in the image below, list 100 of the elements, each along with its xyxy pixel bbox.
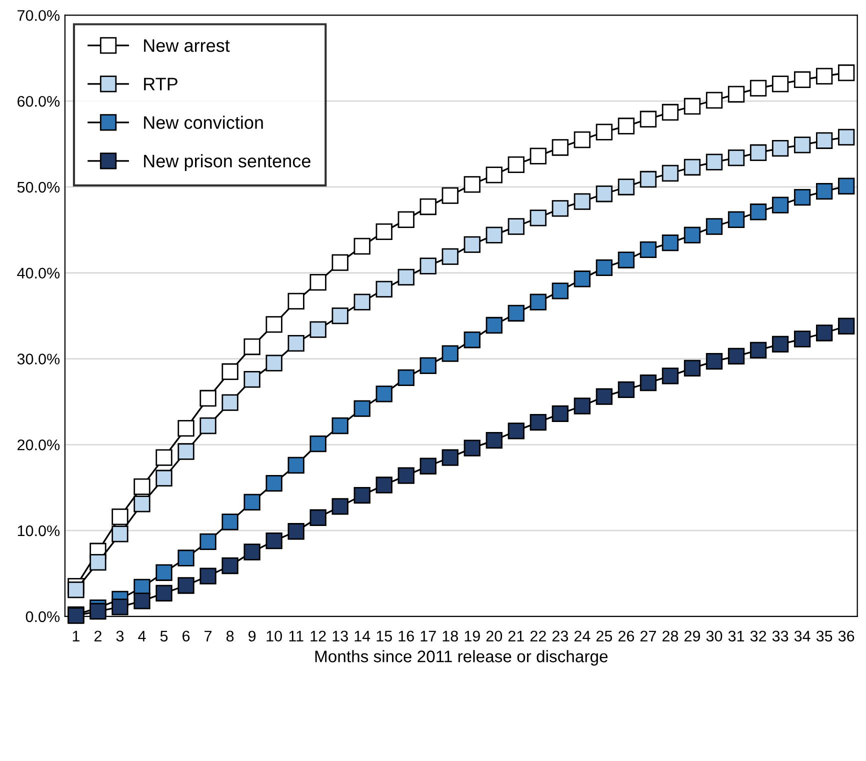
x-tick-label: 34 <box>794 630 810 642</box>
point <box>706 353 723 370</box>
point <box>420 458 436 474</box>
point <box>838 318 855 334</box>
x-tick-label: 7 <box>204 630 212 642</box>
point <box>332 254 348 271</box>
x-tick-label: 4 <box>138 630 146 642</box>
y-tick-label: 40.0% <box>17 268 60 279</box>
point <box>200 568 216 584</box>
point <box>376 223 392 240</box>
point <box>640 170 657 188</box>
point <box>530 294 547 310</box>
point <box>464 236 480 253</box>
point <box>838 178 855 194</box>
point <box>684 226 701 244</box>
point <box>244 544 260 560</box>
point <box>596 259 613 276</box>
point <box>508 156 525 173</box>
point <box>816 182 833 200</box>
x-tick-label: 15 <box>376 630 392 642</box>
point <box>464 176 480 193</box>
x-tick-label: 36 <box>838 630 854 642</box>
point <box>618 381 635 398</box>
point <box>420 357 436 374</box>
point <box>706 218 723 235</box>
point <box>552 139 569 156</box>
point <box>508 304 525 322</box>
x-tick-label: 32 <box>750 630 766 642</box>
point <box>420 258 436 274</box>
point <box>156 470 172 486</box>
point <box>530 148 547 164</box>
point <box>684 158 701 176</box>
point <box>464 440 480 456</box>
point <box>90 554 106 571</box>
point <box>178 443 194 460</box>
point <box>266 474 282 492</box>
x-tick-label: 25 <box>596 630 612 642</box>
point <box>728 149 745 166</box>
y-tick-label: 50.0% <box>17 182 60 193</box>
point <box>640 110 657 128</box>
point <box>794 136 811 154</box>
point <box>618 178 635 196</box>
point <box>288 456 304 474</box>
point <box>486 226 502 244</box>
x-tick-label: 31 <box>728 630 744 642</box>
point <box>442 449 458 466</box>
point <box>794 188 811 206</box>
x-tick-label: 24 <box>574 630 590 642</box>
legend-label: New prison sentence <box>144 154 310 172</box>
point <box>728 86 745 103</box>
point <box>376 476 392 494</box>
point <box>266 532 282 550</box>
x-tick-label: 30 <box>706 630 722 642</box>
point <box>574 131 591 148</box>
y-tick-label: 60.0% <box>18 96 60 107</box>
point <box>486 432 502 449</box>
point <box>398 211 414 228</box>
point <box>332 417 348 434</box>
x-tick-label: 10 <box>266 630 282 642</box>
point <box>134 478 150 496</box>
point <box>772 140 789 157</box>
point <box>640 374 657 392</box>
point <box>508 218 525 235</box>
point <box>684 360 701 377</box>
point <box>618 118 635 134</box>
point <box>552 405 569 422</box>
point <box>750 80 767 97</box>
x-tick-label: 9 <box>248 630 256 642</box>
point <box>794 330 811 348</box>
x-tick-label: 11 <box>289 630 304 642</box>
point <box>156 449 172 466</box>
point <box>288 523 304 540</box>
point <box>156 584 172 602</box>
point <box>310 274 326 291</box>
point <box>332 498 348 515</box>
point <box>816 132 833 149</box>
point <box>772 196 789 214</box>
point <box>772 336 789 352</box>
x-tick-label: 16 <box>398 630 414 642</box>
x-tick-label: 22 <box>530 630 546 642</box>
point <box>596 124 613 140</box>
point <box>200 533 216 550</box>
point <box>794 71 811 88</box>
point <box>310 321 326 338</box>
y-tick-label: 0.0% <box>26 611 60 622</box>
point <box>222 557 238 574</box>
x-tick-label: 13 <box>332 630 348 642</box>
point <box>310 509 326 526</box>
point <box>508 422 525 440</box>
point <box>530 414 547 431</box>
point <box>838 64 855 82</box>
point <box>684 98 701 115</box>
point <box>618 252 635 268</box>
x-tick-label: 23 <box>552 630 568 642</box>
x-tick-label: 12 <box>310 630 326 642</box>
x-tick-label: 28 <box>662 630 678 642</box>
point <box>530 210 547 226</box>
x-axis-title: Months since 2011 release or discharge <box>315 650 608 666</box>
point <box>750 342 767 358</box>
y-tick-label: 20.0% <box>18 440 60 450</box>
